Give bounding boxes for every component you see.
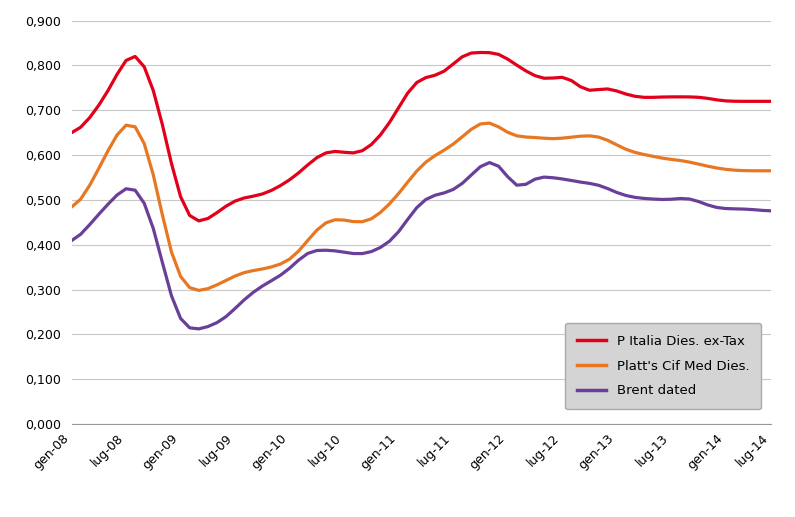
Legend: P Italia Dies. ex-Tax, Platt's Cif Med Dies., Brent dated: P Italia Dies. ex-Tax, Platt's Cif Med D… [565,323,761,409]
